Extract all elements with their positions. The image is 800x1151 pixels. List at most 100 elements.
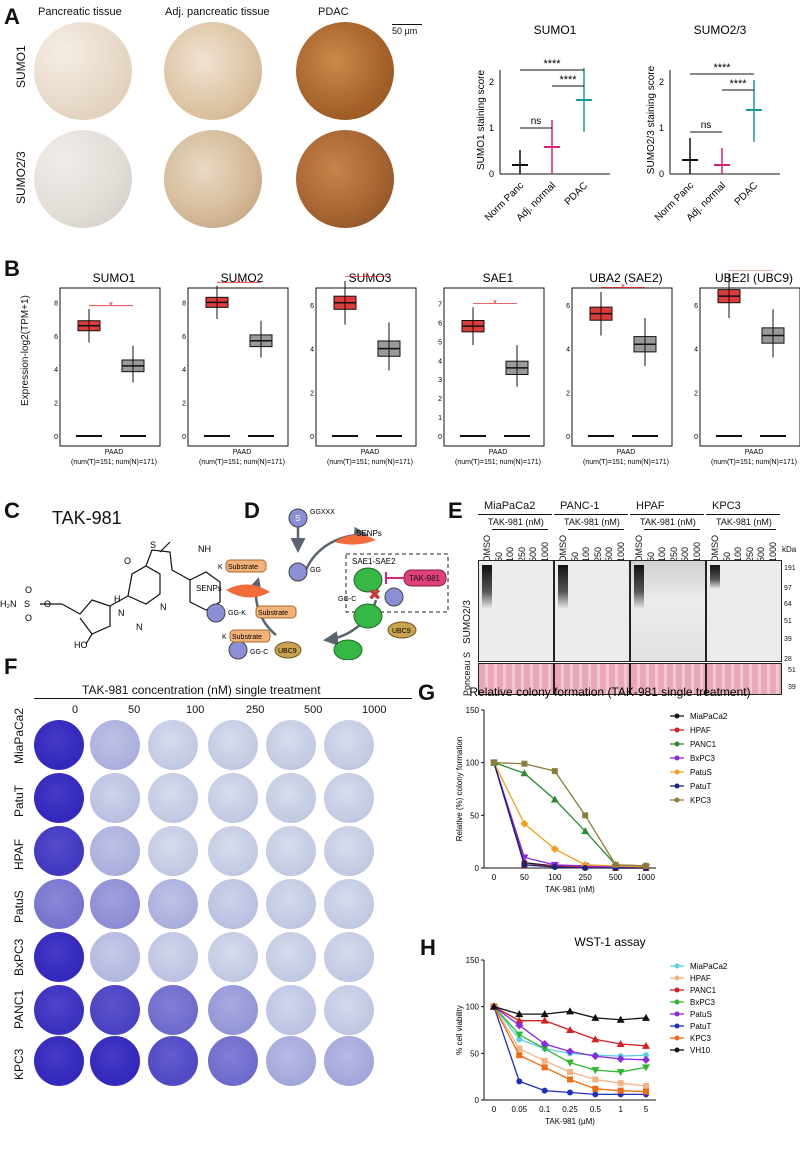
gene-3-ytick-2: 2 — [438, 396, 442, 403]
plate-row-label-4: BxPC3 — [12, 938, 26, 976]
gene-4-ytick-3: 6 — [566, 303, 570, 310]
inhibit-x-icon: ✖ — [368, 587, 381, 604]
kda-marker-3: 51 — [784, 618, 792, 625]
colony-plate-3-0 — [34, 879, 84, 929]
kda-marker-4: 39 — [784, 636, 792, 643]
ubc9-small — [274, 641, 302, 659]
a1-sig-2: **** — [559, 74, 577, 86]
colony-plate-2-0 — [34, 826, 84, 876]
sumo-circle-2 — [288, 562, 308, 582]
point-0-6-0 — [491, 759, 497, 766]
chart-a1-ylabel: SUMO1 staining score — [476, 70, 487, 170]
point-1-6-5 — [617, 1087, 624, 1094]
plate-row-label-1: PatuT — [12, 784, 26, 817]
kda-label: kDa — [782, 545, 797, 554]
ylabel-1: % cell viability — [455, 1005, 464, 1055]
d-ubc9-small: UBC9 — [278, 648, 297, 655]
colony-plate-0-4 — [266, 720, 316, 770]
gene-group-2: PAAD — [361, 449, 380, 456]
panel-label-b: B — [4, 256, 20, 281]
atom-nh: NH — [198, 544, 211, 554]
gene-0-ytick-3: 6 — [54, 334, 58, 341]
atom-o4: O — [124, 556, 131, 566]
gene-0-ytick-0: 0 — [54, 434, 58, 441]
blot-treat-label-3: TAK-981 (nM) — [716, 517, 772, 527]
kda-marker-0: 191 — [784, 565, 796, 572]
legend-marker-0-4 — [674, 769, 680, 775]
sig-star-2: * — [365, 272, 369, 283]
gene-3-ytick-1: 1 — [438, 415, 442, 422]
legend-label-0-1: HPAF — [690, 726, 711, 735]
conc-label-2: 100 — [186, 704, 205, 716]
xlabel-1: TAK-981 (µM) — [545, 1117, 595, 1126]
gene-plot-5: UBE2I (UBC9) 0 2 4 6 * PAAD (num(T)=151; num(N)… — [694, 270, 800, 466]
gene-1-ytick-4: 8 — [182, 300, 186, 307]
gene-title-0: SUMO1 — [93, 271, 136, 285]
point-1-4-4 — [591, 1052, 600, 1061]
point-1-3-1 — [515, 1031, 524, 1039]
gene-1-ytick-2: 4 — [182, 367, 186, 374]
gene-frame-0 — [59, 287, 161, 447]
xtick-0-5: 1000 — [637, 873, 655, 882]
point-1-1-2 — [541, 1057, 548, 1064]
ponceau-membrane-3 — [706, 663, 782, 695]
legend-marker-1-5 — [674, 1023, 680, 1029]
colony-plate-0-1 — [90, 720, 140, 770]
substrate-box-1 — [225, 559, 267, 573]
point-0-6-1 — [521, 760, 528, 767]
xtick-0-3: 250 — [579, 873, 593, 882]
legend-marker-1-3 — [674, 999, 680, 1005]
blot-treat-rule-3 — [720, 529, 776, 530]
legend-label-1-3: BxPC3 — [690, 998, 715, 1007]
series-line-0-4 — [493, 762, 647, 868]
a2-ytick-2: 2 — [659, 77, 664, 87]
gene-frame-4 — [571, 287, 673, 447]
gene-n-4: (num(T)=151; num(N)=171) — [583, 459, 669, 466]
legend-marker-1-0 — [674, 963, 680, 969]
gene-n-0: (num(T)=151; num(N)=171) — [71, 459, 157, 466]
point-1-7-4 — [591, 1013, 600, 1021]
d-senps-left: SENPs — [196, 584, 222, 593]
chart-a2-ylabel: SUMO2/3 staining score — [646, 65, 657, 174]
legend-label-0-0: MiaPaCa2 — [690, 712, 728, 721]
colony-plate-4-3 — [208, 932, 258, 982]
d-ggk: GG-K — [228, 610, 246, 617]
point-1-5-3 — [567, 1089, 573, 1096]
gene-title-3: SAE1 — [483, 271, 514, 285]
xtick-1-6: 5 — [644, 1105, 649, 1114]
sumo-circle-1 — [288, 508, 308, 528]
blot-ylabel: SUMO2/3 — [462, 600, 473, 644]
point-1-2-3 — [566, 1026, 574, 1033]
d-gg: GG — [310, 567, 321, 574]
point-1-5-1 — [516, 1078, 523, 1085]
gene-group-3: PAAD — [489, 449, 508, 456]
d-ggc1: GG-C — [250, 649, 268, 656]
row-label-sumo23: SUMO2/3 — [14, 151, 28, 204]
scale-bar — [392, 24, 422, 25]
gene-group-0: PAAD — [105, 449, 124, 456]
gene-1-ytick-0: 0 — [182, 434, 186, 441]
sumo-circle-5 — [384, 587, 404, 607]
atom-n1: N — [118, 608, 125, 618]
point-1-1-4 — [592, 1076, 599, 1083]
sumo-circle-4 — [228, 640, 248, 660]
legend-marker-0-6 — [674, 797, 680, 803]
legend-label-0-3: BxPC3 — [690, 754, 715, 763]
gene-n-5: (num(T)=151; num(N)=171) — [711, 459, 797, 466]
point-1-3-2 — [540, 1045, 549, 1053]
gene-2-ytick-3: 6 — [310, 303, 314, 310]
blot-treat-label-2: TAK-981 (nM) — [640, 517, 696, 527]
blot-smear-0 — [482, 565, 492, 609]
colony-plate-1-1 — [90, 773, 140, 823]
colony-plate-6-1 — [90, 1036, 140, 1086]
d-ubc9: UBC9 — [392, 628, 411, 635]
gene-group-5: PAAD — [745, 449, 764, 456]
series-line-0-5 — [493, 762, 646, 869]
gene-n-1: (num(T)=151; num(N)=171) — [199, 459, 285, 466]
legend-label-0-5: PatuT — [690, 782, 711, 791]
gene-2-ytick-0: 0 — [310, 434, 314, 441]
gene-frame-1 — [187, 287, 289, 447]
point-0-4-1 — [520, 819, 529, 828]
point-1-4-6 — [642, 1055, 650, 1064]
legend-label-0-2: PANC1 — [690, 740, 717, 749]
